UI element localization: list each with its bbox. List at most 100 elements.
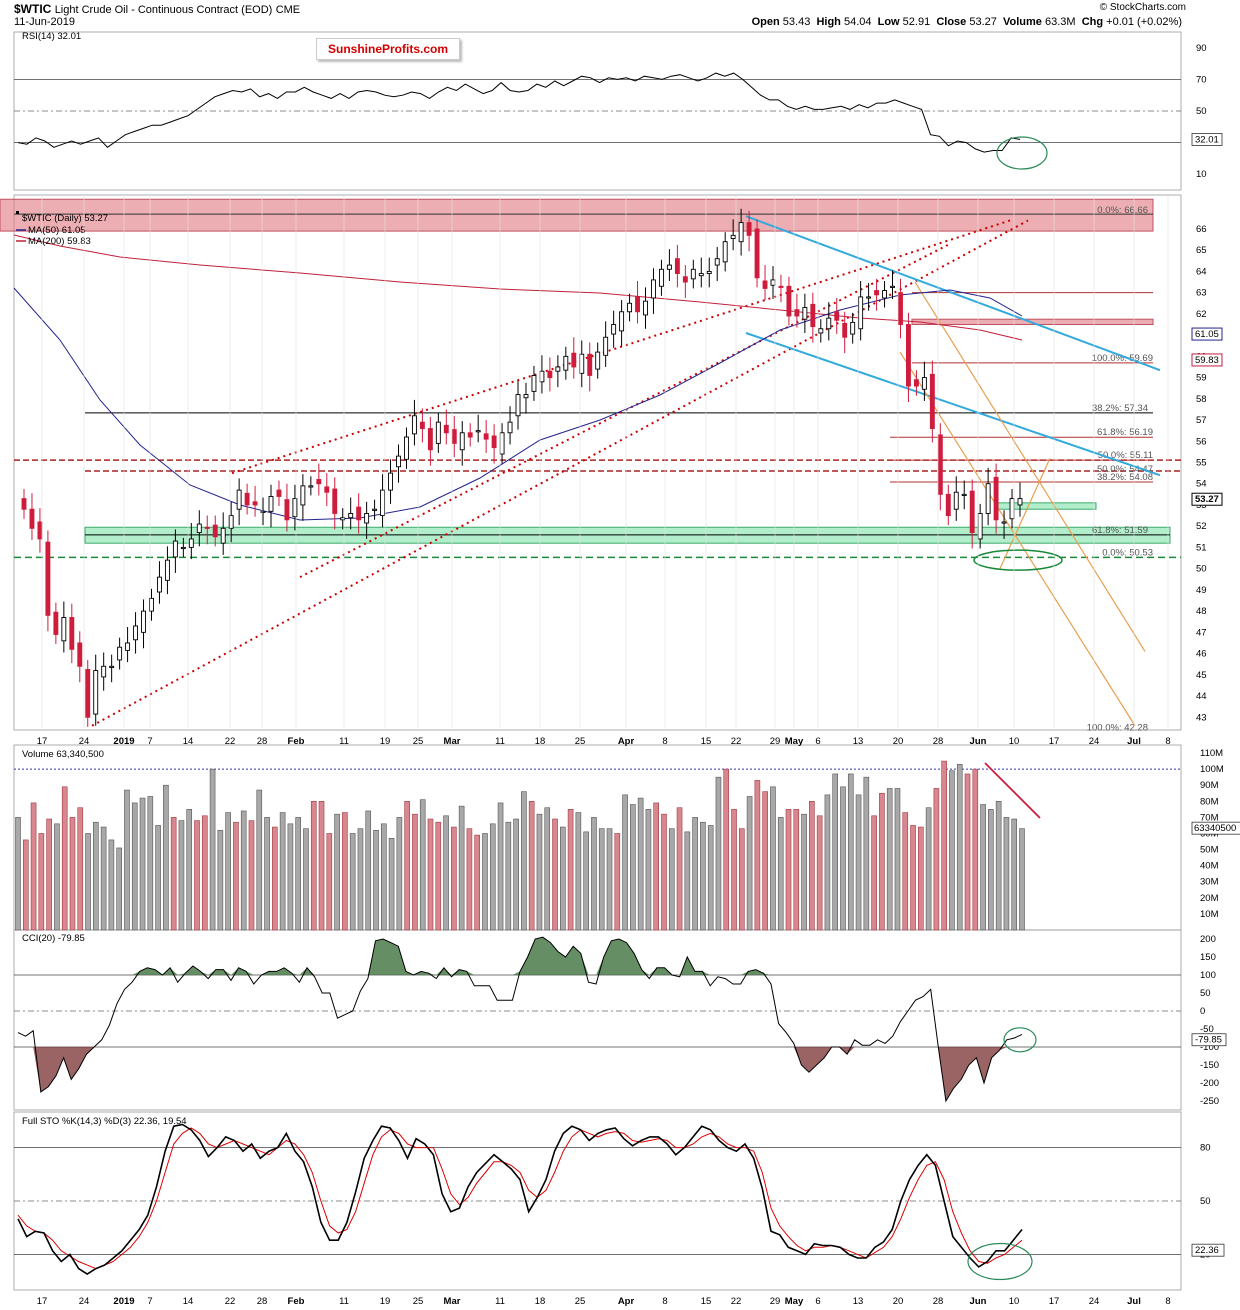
volume-bar xyxy=(458,805,465,931)
rsi-last-box xyxy=(1191,133,1223,146)
price-xtick: 11 xyxy=(339,736,349,747)
bottom-xtick: 25 xyxy=(575,1296,586,1307)
candle-body xyxy=(109,665,115,668)
candle-body xyxy=(730,234,736,239)
volume-bar xyxy=(700,821,706,931)
volume-bar xyxy=(910,825,916,931)
candle-body xyxy=(961,493,967,496)
price-xtick: 11 xyxy=(495,736,505,747)
sto-highlight-ellipse xyxy=(967,1242,1033,1281)
price-ytick: 51 xyxy=(1196,542,1207,553)
candle-body xyxy=(603,336,609,356)
candle-body xyxy=(459,432,465,451)
volume-bar xyxy=(560,826,566,931)
bottom-xtick: Apr xyxy=(618,1296,635,1307)
volume-bar xyxy=(692,817,698,931)
candle-body xyxy=(674,258,680,275)
bottom-xtick: 8 xyxy=(662,1296,667,1307)
price-ytick: 49 xyxy=(1196,585,1207,596)
bottom-xtick: 7 xyxy=(147,1296,152,1307)
price-ytick: 59 xyxy=(1196,373,1207,384)
candle-body xyxy=(157,576,162,593)
candle-body xyxy=(571,352,577,368)
candle-body xyxy=(21,498,27,510)
candle-body xyxy=(619,311,625,332)
volume-bar xyxy=(723,768,730,931)
candle-body xyxy=(611,324,617,335)
candle-body xyxy=(316,479,322,485)
price-ytick: 58 xyxy=(1196,394,1207,405)
cci-ytick: 50 xyxy=(1200,988,1211,999)
cci-ytick: 150 xyxy=(1200,952,1216,963)
candle-body xyxy=(834,311,840,321)
volume-bar xyxy=(1003,817,1010,931)
volume-bar xyxy=(933,788,940,931)
volume-last-box xyxy=(1191,821,1240,835)
candle-body xyxy=(579,353,585,374)
candle-body xyxy=(706,270,712,275)
volume-bar xyxy=(816,815,823,931)
candle-body xyxy=(658,268,664,287)
high-label: High xyxy=(816,16,841,28)
sto-ytick: 80 xyxy=(1200,1143,1211,1154)
fib-label: 50.0%: 55.11 xyxy=(1098,450,1153,461)
cci-ytick: -200 xyxy=(1200,1078,1219,1089)
candle-body xyxy=(268,496,274,512)
volume-bar xyxy=(941,760,947,931)
candle-body xyxy=(762,280,768,289)
candle-body xyxy=(491,435,497,449)
candle-body xyxy=(260,510,266,513)
candle-body xyxy=(149,597,154,612)
ma200-line xyxy=(13,234,1023,341)
candle-body xyxy=(37,521,43,540)
rsi-line xyxy=(17,72,1021,153)
volume-bar xyxy=(303,828,309,931)
price-ytick: 56 xyxy=(1196,436,1207,447)
candle-body xyxy=(746,222,752,236)
candle-body xyxy=(164,559,170,581)
volume-bar xyxy=(217,829,224,931)
close-value: 53.27 xyxy=(969,16,997,28)
volume-bar xyxy=(630,804,636,931)
volume-bar xyxy=(155,825,161,931)
candle-body xyxy=(563,355,569,371)
candle-body xyxy=(53,611,59,635)
volume-bar xyxy=(995,801,1002,931)
volume-bar xyxy=(466,828,473,931)
close-label: Close xyxy=(936,16,967,28)
candle-body xyxy=(451,429,457,444)
volume-bar xyxy=(419,799,426,931)
volume-bar xyxy=(318,801,325,931)
candle-body xyxy=(443,424,449,434)
candle-body xyxy=(276,489,282,497)
price-ytick: 47 xyxy=(1196,627,1207,638)
volume-bar xyxy=(209,768,216,931)
volume-bar xyxy=(357,828,364,931)
candle-body xyxy=(435,421,441,444)
volume-bar xyxy=(139,797,146,931)
volume-ytick: 80M xyxy=(1200,796,1219,807)
ma200-last-value: 59.83 xyxy=(1195,355,1219,366)
candle-body xyxy=(882,290,887,299)
volume-bar xyxy=(847,773,854,931)
ma50-legend: MA(50) 61.05 xyxy=(28,225,86,236)
volume-down-arrow xyxy=(984,762,1041,819)
candle-body xyxy=(786,285,792,317)
volume-bar xyxy=(793,809,800,931)
volume-ytick: 10M xyxy=(1200,909,1219,920)
low-value: 52.91 xyxy=(902,16,931,28)
volume-bar xyxy=(248,820,255,931)
candle-body xyxy=(220,527,226,544)
rsi-ytick: 70 xyxy=(1196,74,1207,85)
cci-ytick: -100 xyxy=(1200,1042,1219,1053)
candle-body xyxy=(985,483,991,514)
volume-bar xyxy=(264,817,270,931)
candle-body xyxy=(348,513,354,519)
panel-frame-cci xyxy=(13,929,1182,1111)
price-ytick: 57 xyxy=(1196,415,1207,426)
rsi-highlight-ellipse xyxy=(996,136,1048,170)
candle-body xyxy=(252,501,258,506)
volume-bar xyxy=(342,812,348,931)
volume-bar xyxy=(451,826,457,931)
volume-bar xyxy=(637,797,644,931)
